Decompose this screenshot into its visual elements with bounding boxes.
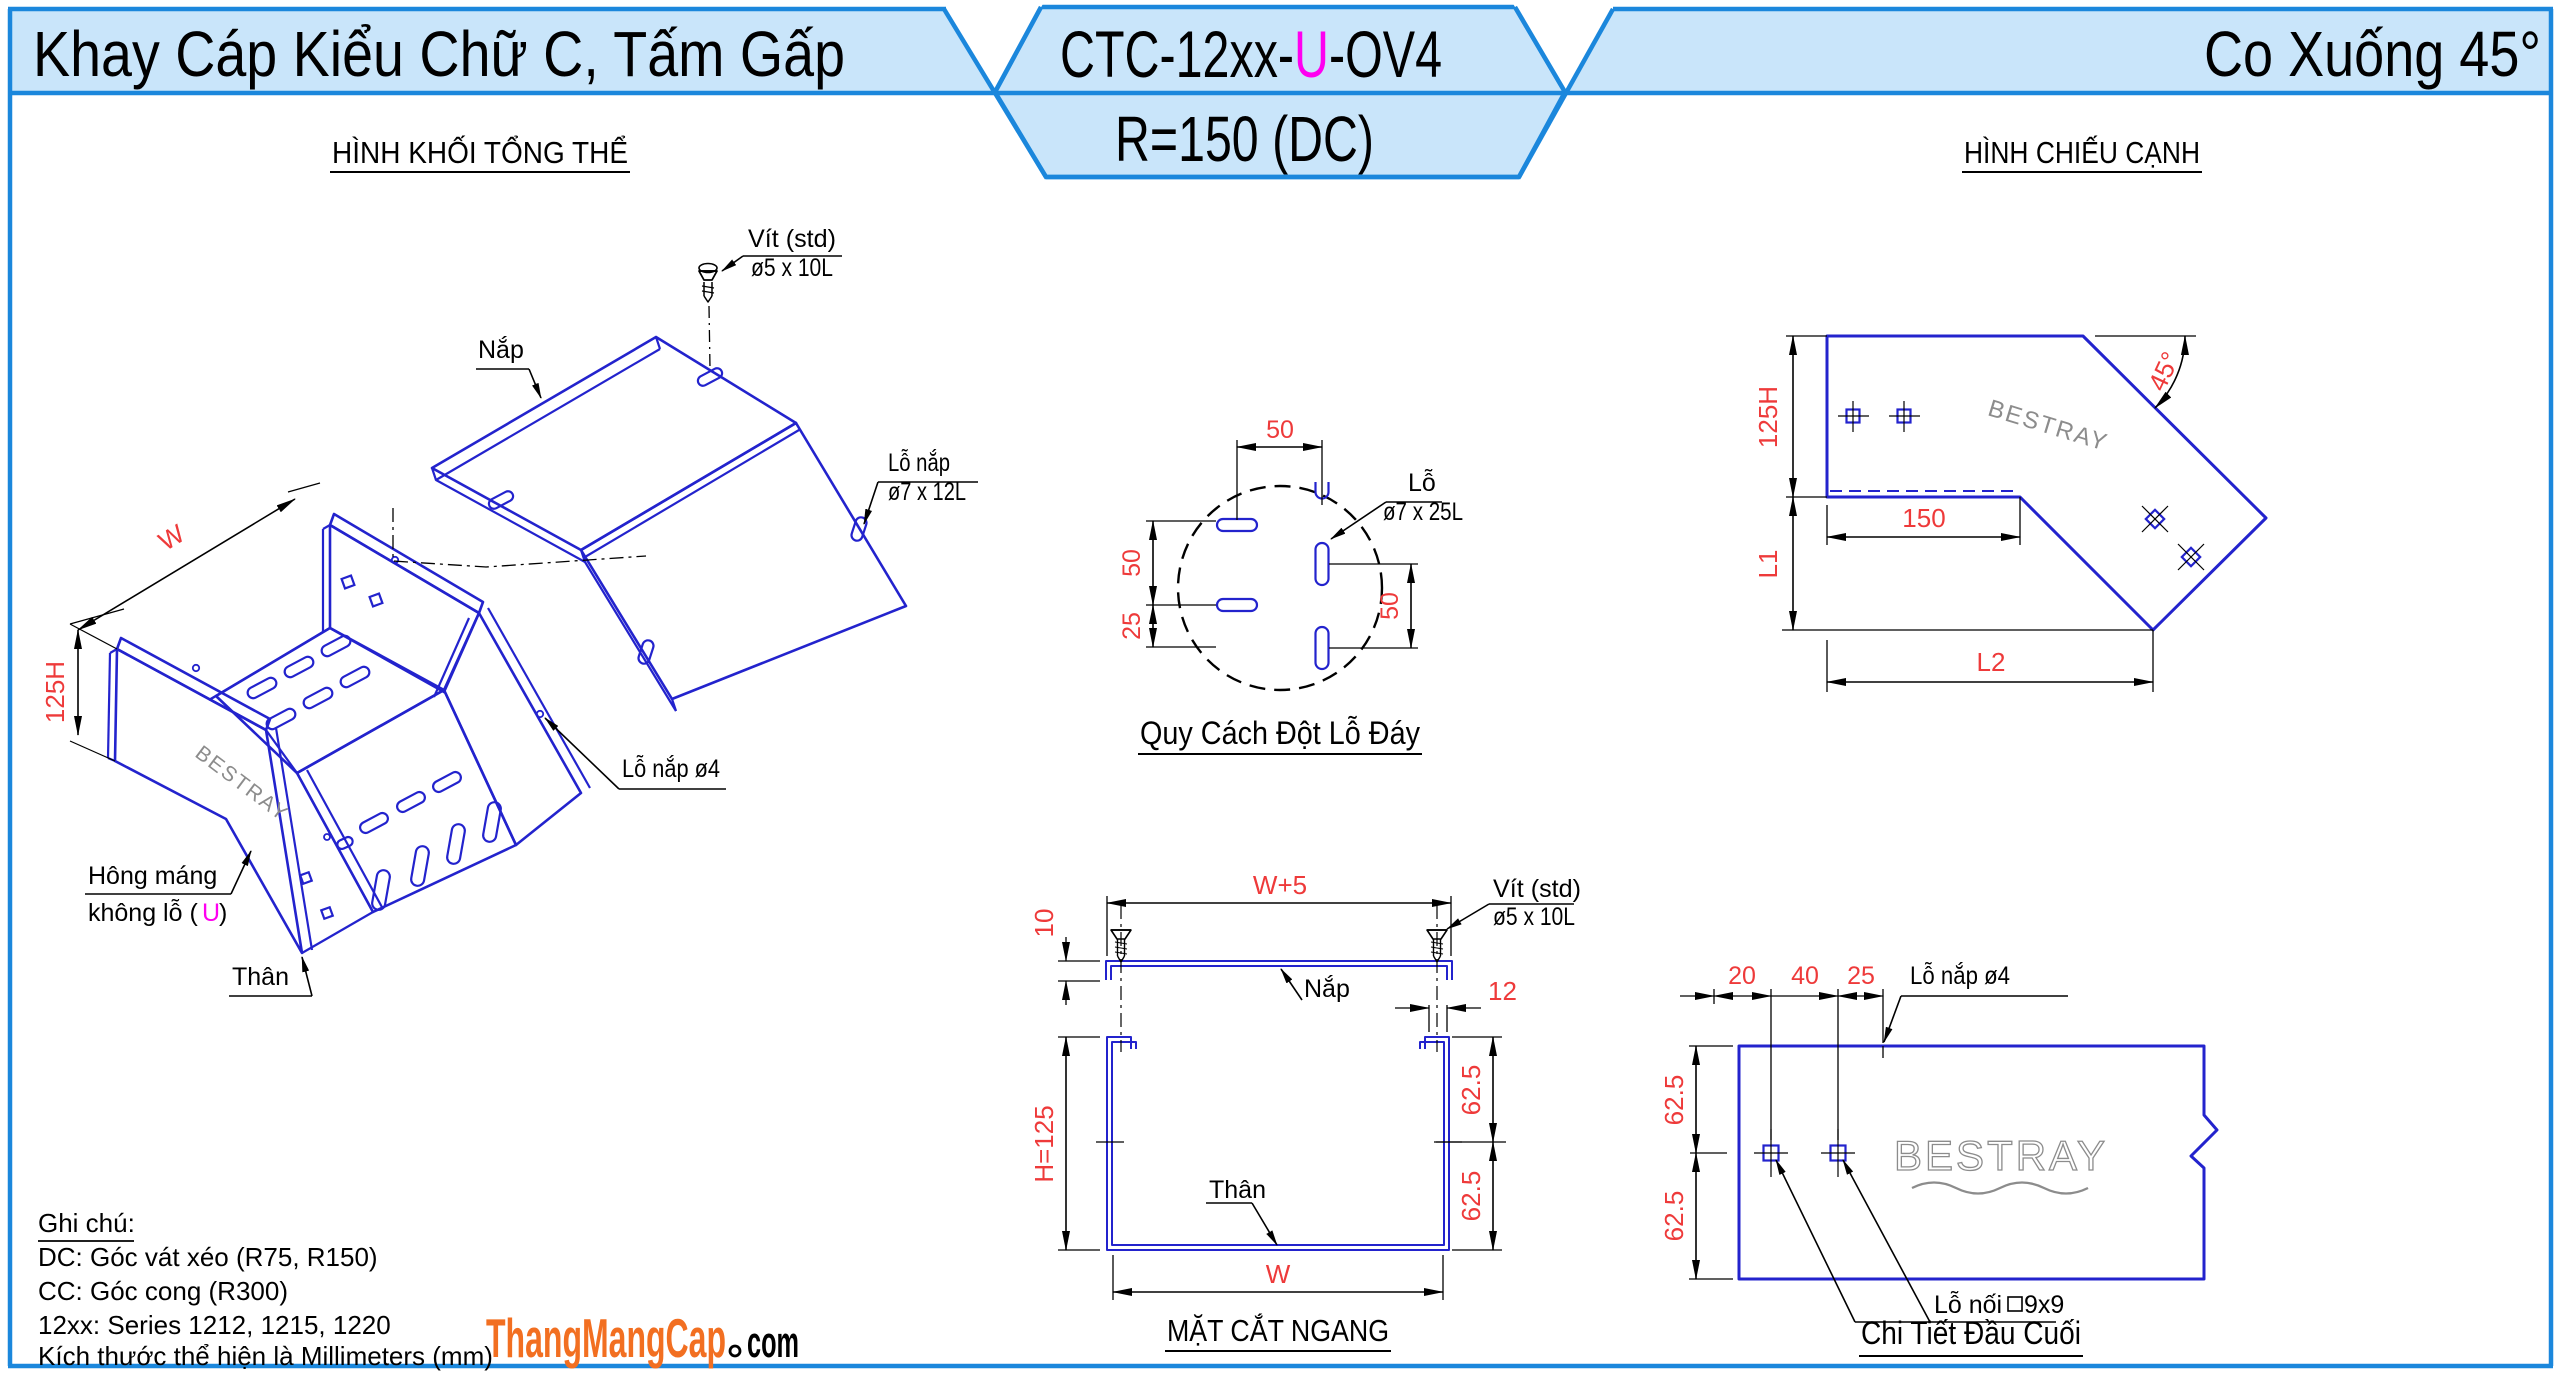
svg-text:BESTRAY: BESTRAY [1894,1132,2108,1179]
svg-text:Co Xuống 45°: Co Xuống 45° [2204,18,2541,90]
svg-text:không lỗ (: không lỗ ( [88,898,198,927]
svg-text:Khay Cáp Kiểu Chữ C, Tấm Gấp: Khay Cáp Kiểu Chữ C, Tấm Gấp [33,18,845,90]
svg-text:125H: 125H [1753,386,1783,448]
svg-text:125H: 125H [40,661,70,723]
svg-text:W: W [1266,1259,1291,1289]
svg-text:62.5: 62.5 [1456,1171,1486,1222]
svg-text:50: 50 [1266,416,1294,444]
svg-text:Lỗ: Lỗ [1408,468,1436,497]
svg-text:Thân: Thân [1209,1176,1266,1204]
svg-text:ThangMangCap: ThangMangCap [486,1307,726,1369]
svg-text:Nắp: Nắp [1304,974,1350,1003]
svg-text:Lỗ nắp ø4: Lỗ nắp ø4 [622,754,720,783]
svg-text:62.5: 62.5 [1456,1065,1486,1116]
svg-text:Hông máng: Hông máng [88,862,217,890]
svg-text:W+5: W+5 [1253,870,1307,900]
svg-text:L1: L1 [1753,550,1783,579]
svg-text:ø5 x 10L: ø5 x 10L [751,254,833,282]
svg-text:Kích thước thể hiện là Millime: Kích thước thể hiện là Millimeters (mm) [38,1341,493,1371]
svg-text:Lỗ nắp ø4: Lỗ nắp ø4 [1910,961,2010,990]
svg-text:25: 25 [1847,962,1875,990]
svg-text:Lỗ nắp: Lỗ nắp [888,448,950,477]
svg-text:Quy Cách Đột Lỗ Đáy: Quy Cách Đột Lỗ Đáy [1140,715,1420,751]
svg-text:Ghi chú:: Ghi chú: [38,1208,135,1238]
svg-text:R=150 (DC): R=150 (DC) [1115,103,1374,175]
svg-text:HÌNH KHỐI TỔNG THỂ: HÌNH KHỐI TỔNG THỂ [332,134,628,170]
svg-text:62.5: 62.5 [1659,1075,1689,1126]
svg-text:com: com [747,1318,799,1367]
svg-text:MẶT CẮT NGANG: MẶT CẮT NGANG [1167,1312,1389,1348]
svg-text:HÌNH CHIẾU CẠNH: HÌNH CHIẾU CẠNH [1964,135,2200,170]
svg-text:10: 10 [1029,909,1059,938]
svg-text:12: 12 [1488,976,1517,1006]
svg-text:62.5: 62.5 [1659,1191,1689,1242]
svg-text:Vít (std): Vít (std) [748,225,836,253]
svg-text:Lỗ nối: Lỗ nối [1934,1290,2002,1319]
svg-text:Vít (std): Vít (std) [1493,875,1581,903]
svg-text:L2: L2 [1977,647,2006,677]
svg-text:150: 150 [1902,503,1945,533]
svg-text:U: U [202,899,220,927]
svg-text:ø5 x 10L: ø5 x 10L [1493,903,1575,931]
svg-text:12xx: Series 1212, 1215, 1220: 12xx: Series 1212, 1215, 1220 [38,1310,391,1340]
svg-text:H=125: H=125 [1029,1105,1059,1182]
svg-text:Chi Tiết Đầu Cuối: Chi Tiết Đầu Cuối [1861,1315,2081,1351]
svg-text:Nắp: Nắp [478,335,524,364]
svg-text:20: 20 [1728,962,1756,990]
svg-text:CTC-12xx-U-OV4: CTC-12xx-U-OV4 [1060,17,1442,91]
svg-text:40: 40 [1791,962,1819,990]
svg-text:9x9: 9x9 [2024,1291,2064,1319]
svg-text:50: 50 [1118,549,1146,577]
svg-text:25: 25 [1118,612,1146,640]
svg-text:Thân: Thân [232,963,289,991]
svg-text:50: 50 [1376,592,1404,620]
svg-text:DC: Góc vát xéo (R75, R150): DC: Góc vát xéo (R75, R150) [38,1242,378,1272]
svg-text:): ) [219,899,227,927]
svg-text:CC: Góc cong (R300): CC: Góc cong (R300) [38,1276,288,1306]
